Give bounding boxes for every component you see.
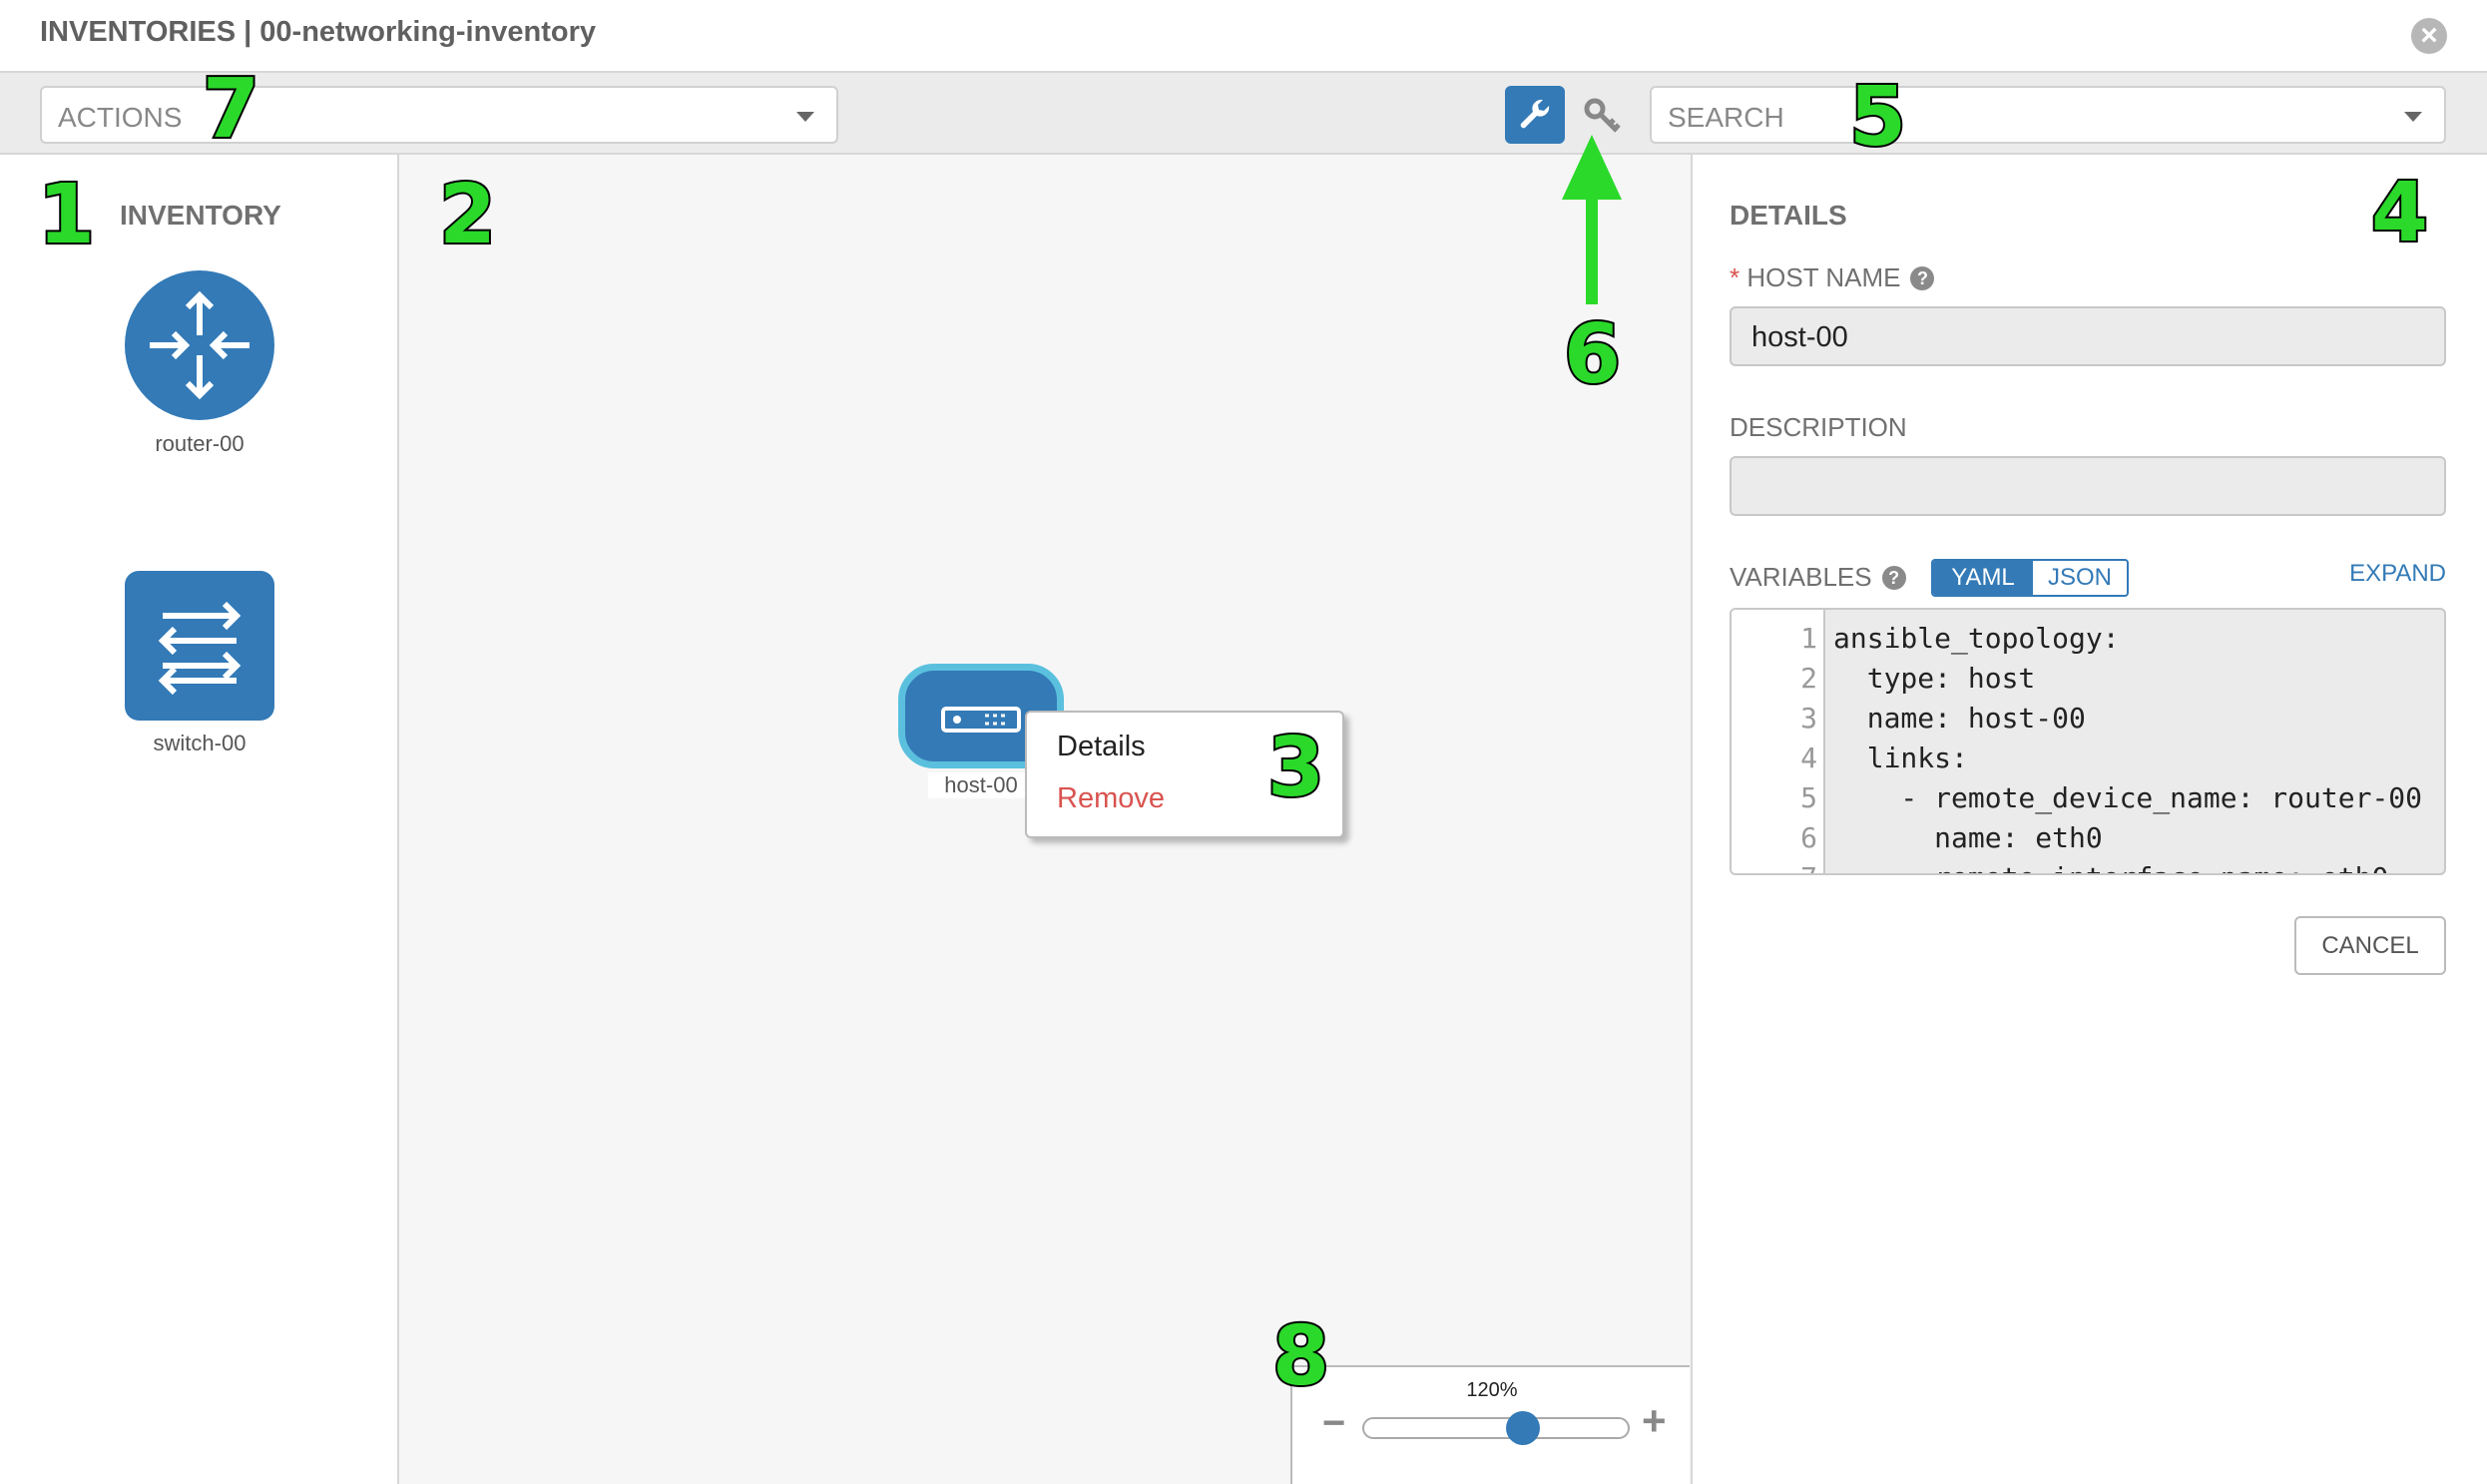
- menu-item-remove[interactable]: Remove: [1057, 782, 1165, 814]
- host-name-input[interactable]: host-00: [1730, 306, 2446, 366]
- variables-label: VARIABLES?: [1730, 562, 1906, 593]
- search-dropdown[interactable]: SEARCH: [1650, 86, 2446, 144]
- line-number: 4: [1800, 742, 1817, 774]
- zoom-slider-thumb[interactable]: [1505, 1411, 1540, 1445]
- context-menu: Details Remove: [1025, 711, 1344, 838]
- variables-editor[interactable]: 1 ansible_topology: 2 type: host 3 name: ho…: [1730, 608, 2446, 875]
- line-number: 6: [1800, 821, 1817, 854]
- zoom-slider[interactable]: [1362, 1417, 1630, 1439]
- menu-item-details[interactable]: Details: [1057, 731, 1146, 762]
- title-bar: [0, 0, 2487, 73]
- annotation-4: 4: [2369, 164, 2430, 262]
- zoom-level: 120%: [1466, 1379, 1518, 1401]
- actions-dropdown[interactable]: ACTIONS: [40, 86, 838, 144]
- zoom-panel: 120% − +: [1290, 1365, 1690, 1484]
- code-line: - remote_device_name: router-00: [1833, 781, 2423, 814]
- annotation-8: 8: [1270, 1307, 1331, 1406]
- line-number: 5: [1800, 781, 1817, 814]
- code-line: name: eth0: [1833, 821, 2103, 854]
- required-marker: *: [1730, 262, 1741, 292]
- close-icon[interactable]: ×: [2411, 18, 2447, 54]
- annotation-3: 3: [1265, 719, 1326, 817]
- code-line: ansible_topology:: [1833, 622, 2120, 655]
- annotation-arrow-icon: [1562, 135, 1622, 304]
- switch-label: switch-00: [153, 731, 247, 755]
- router-label: router-00: [155, 431, 245, 456]
- search-placeholder: SEARCH: [1668, 102, 1784, 133]
- json-toggle[interactable]: JSON: [2047, 564, 2112, 591]
- code-line: name: host-00: [1833, 702, 2086, 735]
- help-icon[interactable]: ?: [1910, 266, 1935, 290]
- line-number: 3: [1800, 702, 1817, 735]
- actions-label: ACTIONS: [58, 102, 183, 133]
- host-name-label: * HOST NAME?: [1730, 262, 1935, 293]
- wrench-icon[interactable]: [1505, 86, 1565, 144]
- description-label: DESCRIPTION: [1730, 412, 1907, 442]
- line-number: 1: [1800, 622, 1817, 655]
- description-input[interactable]: [1730, 456, 2446, 516]
- annotation-7: 7: [201, 60, 261, 159]
- server-icon: [941, 707, 1021, 733]
- key-icon[interactable]: [1582, 96, 1626, 136]
- page-title: INVENTORIES | 00-networking-inventory: [40, 16, 597, 48]
- chevron-down-icon: [2404, 112, 2422, 122]
- host-name-text: HOST NAME: [1746, 262, 1901, 292]
- yaml-toggle[interactable]: YAML: [1933, 561, 2033, 595]
- code-line: type: host: [1833, 662, 2036, 695]
- format-toggle: YAML JSON: [1931, 559, 2129, 597]
- details-title: DETAILS: [1730, 200, 1847, 231]
- zoom-in-button[interactable]: +: [1642, 1397, 1667, 1444]
- line-gutter: [1732, 610, 1825, 873]
- code-line: links:: [1833, 742, 1968, 774]
- switch-icon[interactable]: [125, 571, 274, 721]
- host-label: host-00: [928, 772, 1034, 798]
- annotation-6: 6: [1562, 305, 1623, 404]
- annotation-5: 5: [1847, 68, 1908, 167]
- router-icon[interactable]: [125, 270, 274, 420]
- annotation-1: 1: [36, 166, 97, 264]
- expand-link[interactable]: EXPAND: [2349, 560, 2446, 587]
- annotation-2: 2: [437, 166, 498, 264]
- variables-text: VARIABLES: [1730, 562, 1872, 592]
- inventory-title: INVENTORY: [120, 200, 281, 231]
- code-line: remote_interface_name: eth0: [1833, 861, 2388, 873]
- help-icon[interactable]: ?: [1881, 566, 1906, 590]
- chevron-down-icon: [796, 112, 814, 122]
- zoom-out-button[interactable]: −: [1322, 1401, 1346, 1445]
- line-number: 2: [1800, 662, 1817, 695]
- cancel-button[interactable]: CANCEL: [2294, 916, 2446, 975]
- line-number: 7: [1732, 861, 1817, 873]
